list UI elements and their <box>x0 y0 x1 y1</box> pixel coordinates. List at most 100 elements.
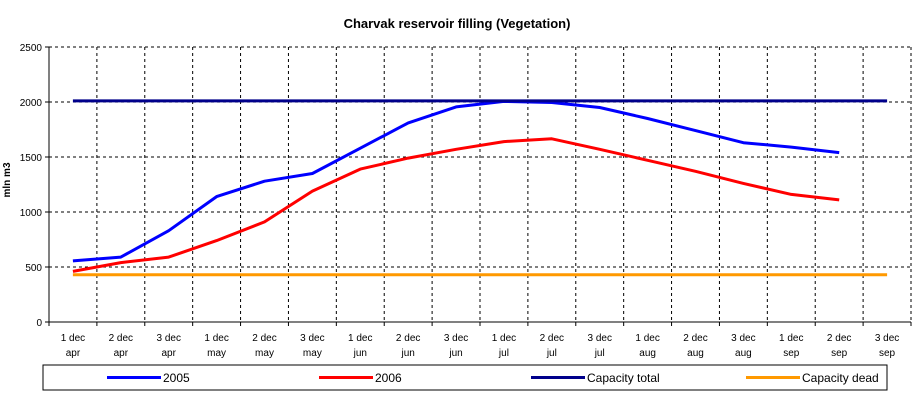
data-point <box>359 99 362 102</box>
data-point <box>71 99 74 102</box>
data-point <box>694 170 697 173</box>
x-tick-label: 3 dec sep <box>875 333 899 359</box>
data-point <box>455 273 458 276</box>
x-tick-label-line2: jul <box>594 348 605 359</box>
x-tick-label-line1: 2 dec <box>109 333 133 344</box>
data-point <box>215 239 218 242</box>
x-tick-label-line1: 3 dec <box>156 333 180 344</box>
data-point <box>694 129 697 132</box>
data-point <box>838 198 841 201</box>
y-tick-label: 0 <box>36 318 42 329</box>
data-point <box>886 273 889 276</box>
data-point <box>838 99 841 102</box>
data-point <box>215 99 218 102</box>
data-point <box>790 193 793 196</box>
x-tick-label: 2 dec jul <box>540 333 564 359</box>
data-point <box>119 273 122 276</box>
data-point <box>263 180 266 183</box>
data-point <box>407 157 410 160</box>
x-tick-label-line2: sep <box>879 348 896 359</box>
x-tick-label-line1: 2 dec <box>540 333 564 344</box>
data-point <box>215 273 218 276</box>
x-tick-label-line2: aug <box>639 348 656 359</box>
series-2 <box>71 99 888 103</box>
x-tick-label-line1: 1 dec <box>779 333 803 344</box>
data-point <box>790 99 793 102</box>
x-tick-label-line1: 3 dec <box>875 333 899 344</box>
x-tick-label: 1 dec aug <box>635 333 659 359</box>
x-tick-label-line1: 2 dec <box>396 333 420 344</box>
data-point <box>311 190 314 193</box>
data-point <box>215 195 218 198</box>
data-point <box>838 151 841 154</box>
data-point <box>550 137 553 140</box>
x-tick-label: 3 dec jul <box>587 333 611 359</box>
y-tick-label: 2000 <box>20 98 43 109</box>
x-tick-label-line1: 3 dec <box>731 333 755 344</box>
plot-area <box>49 47 911 322</box>
x-tick-label-line2: aug <box>735 348 752 359</box>
data-point <box>71 273 74 276</box>
data-point <box>263 273 266 276</box>
x-tick-label-line2: sep <box>783 348 800 359</box>
legend-label: 2005 <box>163 371 190 385</box>
data-point <box>167 256 170 259</box>
data-point <box>502 140 505 143</box>
data-point <box>359 273 362 276</box>
data-point <box>550 99 553 102</box>
x-tick-label: 2 dec may <box>252 333 276 359</box>
x-tick-label-line2: apr <box>66 348 81 359</box>
data-point <box>694 273 697 276</box>
data-point <box>598 99 601 102</box>
x-tick-label-line2: may <box>255 348 274 359</box>
x-tick-label-line1: 1 dec <box>61 333 85 344</box>
data-point <box>359 168 362 171</box>
x-tick-label: 3 dec apr <box>156 333 180 359</box>
data-point <box>167 99 170 102</box>
data-point <box>646 99 649 102</box>
legend-label: Capacity dead <box>802 371 879 385</box>
series-3 <box>71 273 889 277</box>
x-tick-label-line1: 3 dec <box>444 333 468 344</box>
data-point <box>646 273 649 276</box>
x-tick-label-line1: 1 dec <box>635 333 659 344</box>
data-point <box>502 273 505 276</box>
x-tick-label-line1: 1 dec <box>348 333 372 344</box>
data-point <box>790 146 793 149</box>
data-point <box>263 99 266 102</box>
x-tick-label-line2: apr <box>114 348 129 359</box>
x-tick-label: 2 dec apr <box>109 333 133 359</box>
data-point <box>598 148 601 151</box>
legend-label: 2006 <box>375 371 402 385</box>
x-tick-label: 1 dec jul <box>492 333 516 359</box>
x-tick-label-line1: 3 dec <box>300 333 324 344</box>
data-point <box>742 182 745 185</box>
data-point <box>550 273 553 276</box>
x-tick-label-line1: 1 dec <box>492 333 516 344</box>
x-tick-label: 1 dec sep <box>779 333 803 359</box>
chart-title: Charvak reservoir filling (Vegetation) <box>344 16 571 31</box>
data-point <box>502 99 505 102</box>
x-tick-label: 2 dec jun <box>396 333 420 359</box>
series-lines <box>71 99 889 277</box>
x-tick-label-line1: 2 dec <box>252 333 276 344</box>
data-point <box>455 99 458 102</box>
data-point <box>742 141 745 144</box>
x-tick-label-line2: may <box>207 348 226 359</box>
y-tick-label: 1500 <box>20 153 43 164</box>
data-point <box>742 99 745 102</box>
series-0 <box>72 99 841 263</box>
x-tick-label-line2: sep <box>831 348 848 359</box>
x-tick-label-line2: jun <box>353 348 367 359</box>
data-point <box>119 99 122 102</box>
x-tick-label: 3 dec may <box>300 333 324 359</box>
data-point <box>694 99 697 102</box>
x-tick-label: 1 dec may <box>204 333 228 359</box>
x-tick-label-line1: 3 dec <box>587 333 611 344</box>
y-tick-label: 500 <box>25 263 42 274</box>
data-point <box>646 159 649 162</box>
x-tick-label-line2: jul <box>498 348 509 359</box>
data-point <box>838 273 841 276</box>
